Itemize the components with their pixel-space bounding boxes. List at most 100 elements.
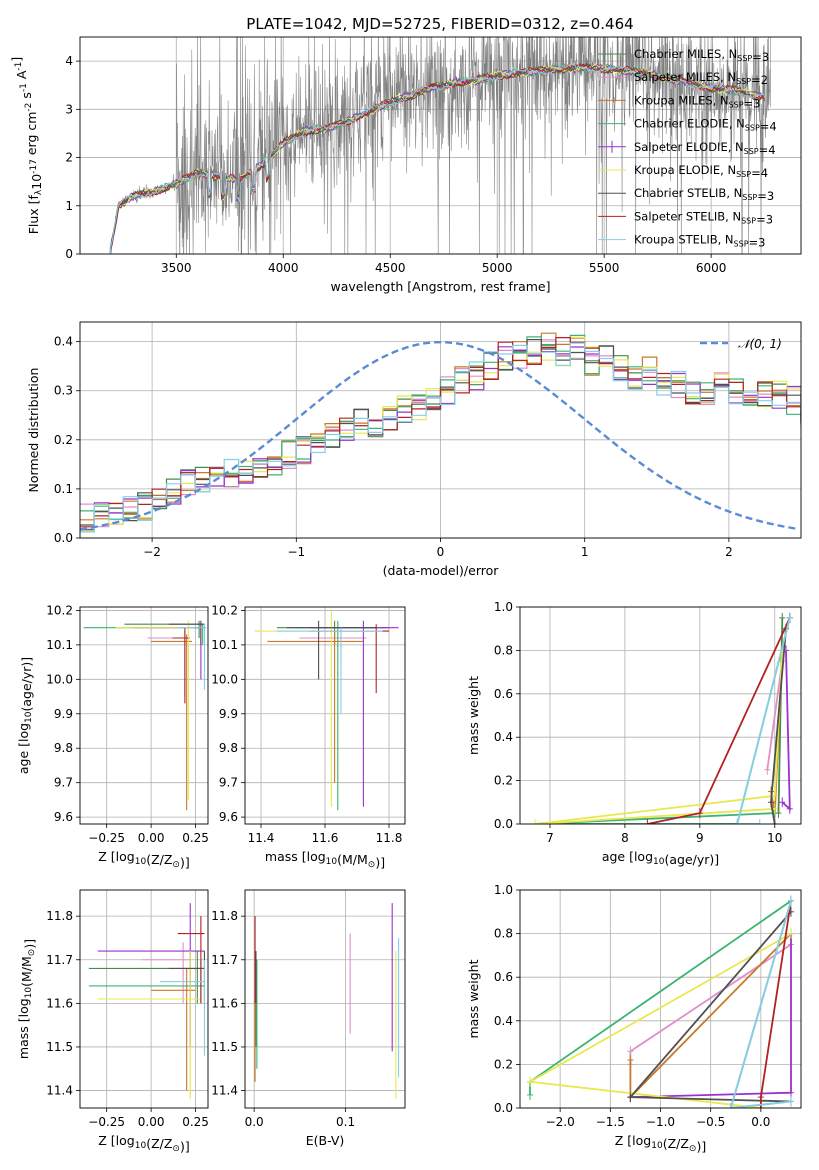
y-tick-label: 10.0	[46, 672, 73, 686]
y-tick-label: 11.8	[46, 909, 73, 923]
y-tick-label: 0.0	[494, 1101, 513, 1115]
weight-age-series-5	[781, 650, 791, 811]
y-tick-label: 0.2	[494, 1057, 513, 1071]
x-tick-label: −1	[287, 545, 305, 559]
histogram-1	[80, 344, 801, 530]
weight-age-series-2	[766, 661, 784, 770]
axes-massweight-vs-Z: −2.0 −1.5 −1.0 −0.5 0.0 0.0 0.2 0.4 0.6 0.8 1.0 Z […	[466, 883, 802, 1154]
x-tick-label: 6000	[696, 261, 727, 275]
axes-mass-vs-ebv: 0.0 0.1 11.4 11.5 11.6 11.7 11.8 E(B-V)	[211, 889, 406, 1148]
model-spectrum-8	[109, 62, 765, 254]
axes-frame	[79, 606, 209, 825]
y-axis-label: mass weight	[466, 676, 481, 755]
weight-age-series-9	[736, 617, 791, 824]
x-tick-label: 0.00	[138, 831, 165, 845]
weight-z-series-8	[760, 900, 792, 1108]
y-tick-label: 0.2	[494, 774, 513, 788]
axes-frame	[519, 889, 802, 1109]
figure-title: PLATE=1042, MJD=52725, FIBERID=0312, z=0…	[246, 15, 633, 33]
axes-age-vs-mass: 11.4 11.6 11.8 9.6 9.7 9.8 9.9 10.0 10.1 10.2 mass…	[211, 603, 406, 870]
grid	[80, 322, 801, 539]
y-tick-label: 9.8	[219, 741, 238, 755]
x-tick-label: 0.1	[336, 1115, 355, 1129]
model-spectrum-7	[110, 62, 765, 254]
y-tick-label: 11.7	[46, 953, 73, 967]
y-tick-label: 9.7	[54, 776, 73, 790]
x-tick-label: 0	[437, 545, 445, 559]
legend-label: Kroupa ELODIE, NSSP=4	[634, 163, 768, 180]
x-tick-label: 11.4	[248, 831, 275, 845]
y-tick-label: 0.4	[494, 1014, 513, 1028]
y-tick-label: 0.2	[54, 433, 73, 447]
x-tick-label: 2	[725, 545, 733, 559]
x-tick-label: 0.0	[751, 1115, 770, 1129]
x-tick-label: 11.8	[376, 831, 403, 845]
plot-area	[109, 37, 771, 254]
legend-label: Salpeter STELIB, NSSP=3	[634, 209, 773, 226]
x-axis-label: mass [log10(M/M⊙)]	[265, 849, 385, 870]
y-axis-label: Flux [fλ10-17 erg cm-2 s-1 A-1]	[9, 57, 44, 235]
x-tick-label: −2	[143, 545, 161, 559]
y-tick-label: 2	[65, 151, 73, 165]
y-tick-label: 1.0	[494, 600, 513, 614]
y-tick-label: 1.0	[494, 883, 513, 897]
y-tick-label: 11.6	[211, 996, 238, 1010]
y-tick-label: 11.7	[211, 953, 238, 967]
y-tick-label: 0.4	[494, 730, 513, 744]
y-tick-label: 9.8	[54, 741, 73, 755]
x-axis-label: Z [log10(Z/Z⊙)]	[98, 849, 189, 870]
weight-z-series-9	[729, 900, 792, 1108]
histogram-8	[80, 337, 801, 528]
axes-frame	[79, 36, 802, 255]
y-tick-label: 11.4	[211, 1084, 238, 1098]
x-tick-label: 1	[581, 545, 589, 559]
axes-residual-histogram: −2 −1 0 1 2 0.0 0.1 0.2 0.3 0.4 (data-model)/error…	[26, 321, 802, 578]
plot-area	[80, 332, 801, 533]
y-tick-label: 0.8	[494, 927, 513, 941]
histogram-9	[80, 342, 801, 533]
axes-age-vs-Z: −0.25 0.00 0.25 9.6 9.7 9.8 9.9 10.0 10.1 10.2 Z […	[16, 603, 209, 870]
y-axis-label: Normed distribution	[26, 368, 41, 493]
y-tick-label: 0.3	[54, 384, 73, 398]
y-tick-label: 0.1	[54, 482, 73, 496]
plot-area	[254, 610, 399, 811]
grid	[245, 607, 405, 824]
x-tick-label: 0.0	[245, 1115, 264, 1129]
plot-area	[254, 903, 400, 1100]
grid	[245, 890, 405, 1108]
x-axis-label: E(B-V)	[306, 1133, 345, 1148]
y-tick-label: 0	[65, 247, 73, 261]
y-tick-label: 0.6	[494, 970, 513, 984]
plot-area	[88, 903, 205, 1100]
histogram-2	[80, 339, 801, 528]
x-tick-label: 0.00	[138, 1115, 165, 1129]
x-tick-label: 10	[767, 831, 782, 845]
y-tick-label: 3	[65, 102, 73, 116]
x-tick-label: −0.25	[88, 831, 125, 845]
x-tick-label: −0.25	[88, 1115, 125, 1129]
x-tick-label: −1.5	[596, 1115, 625, 1129]
histogram-3	[80, 332, 801, 521]
normal-curve	[80, 341, 799, 531]
axes-frame	[79, 321, 802, 539]
axes-massweight-vs-age: 7 8 9 10 0.0 0.2 0.4 0.6 0.8 1.0 age [log10(age/yr…	[466, 600, 802, 867]
y-tick-label: 11.6	[46, 996, 73, 1010]
x-tick-label: 5000	[482, 261, 513, 275]
x-tick-label: 8	[621, 831, 629, 845]
grid	[520, 606, 801, 825]
legend-label: Salpeter MILES, NSSP=2	[634, 70, 768, 87]
y-tick-label: 9.6	[54, 810, 73, 824]
axes-frame	[244, 606, 406, 825]
x-tick-label: 0.25	[182, 831, 209, 845]
legend-label: Kroupa STELIB, NSSP=3	[634, 233, 765, 250]
legend-label: Kroupa MILES, NSSP=3	[634, 93, 760, 110]
x-axis-label: wavelength [Angstrom, rest frame]	[330, 279, 550, 294]
histogram-7	[80, 339, 801, 526]
y-axis-label: mass [log10(M/M⊙)]	[16, 939, 37, 1059]
y-tick-label: 0.0	[494, 817, 513, 831]
y-tick-label: 10.1	[46, 638, 73, 652]
x-tick-label: 4000	[268, 261, 299, 275]
x-tick-label: 7	[546, 831, 554, 845]
axes-frame	[244, 889, 406, 1109]
plot-area	[83, 620, 207, 811]
